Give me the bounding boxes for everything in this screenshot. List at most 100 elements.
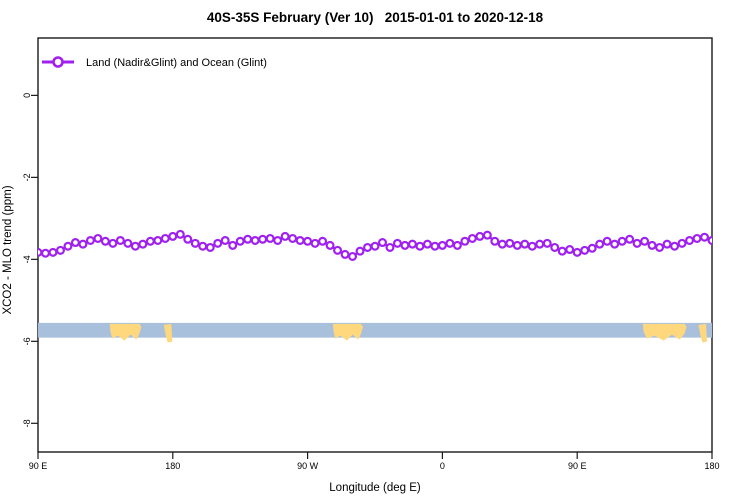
- data-point-marker: [48, 247, 58, 257]
- land-patch: [163, 323, 173, 343]
- data-point-marker: [273, 235, 283, 245]
- data-point-marker: [265, 233, 275, 243]
- data-point-marker: [677, 238, 687, 248]
- data-point-marker: [183, 234, 193, 244]
- data-point-marker: [145, 236, 155, 246]
- chart-title: 40S-35S February (Ver 10) 2015-01-01 to …: [206, 10, 544, 25]
- data-point-marker: [295, 235, 305, 245]
- data-point-marker: [640, 236, 650, 246]
- data-point-marker: [535, 239, 545, 249]
- data-point-marker: [355, 246, 365, 256]
- x-tick-label: 180: [704, 461, 719, 471]
- data-point-marker: [460, 236, 470, 246]
- data-point-marker: [542, 238, 552, 248]
- data-point-marker: [422, 239, 432, 249]
- data-point-marker: [168, 231, 178, 241]
- y-axis-ticks: 0 -2 -4 -6 -8: [22, 93, 38, 427]
- data-point-marker: [243, 234, 253, 244]
- data-point-marker: [160, 233, 170, 243]
- x-tick-label: 90 E: [29, 461, 48, 471]
- data-point-marker: [325, 240, 335, 250]
- data-point-marker: [595, 239, 605, 249]
- data-point-marker: [647, 240, 657, 250]
- data-point-marker: [70, 238, 80, 248]
- data-point-marker: [445, 238, 455, 248]
- data-point-marker: [377, 238, 387, 248]
- data-point-marker: [467, 233, 477, 243]
- data-point-marker: [707, 235, 712, 245]
- data-point-marker: [632, 238, 642, 248]
- data-point-marker: [85, 235, 95, 245]
- y-tick-label: 0: [22, 93, 32, 98]
- data-point-marker: [617, 236, 627, 246]
- data-point-marker: [610, 239, 620, 249]
- data-point-marker: [310, 238, 320, 248]
- data-point-marker: [385, 242, 395, 252]
- data-point-marker: [333, 245, 343, 255]
- data-point-marker: [527, 241, 537, 251]
- data-point-marker: [700, 232, 710, 242]
- y-tick-label: -6: [22, 337, 32, 345]
- x-tick-label: 0: [440, 461, 445, 471]
- legend: Land (Nadir&Glint) and Ocean (Glint): [42, 56, 267, 69]
- data-point-marker: [190, 238, 200, 248]
- land-patch: [332, 323, 364, 341]
- data-point-marker: [363, 242, 373, 252]
- data-point-marker: [685, 235, 695, 245]
- data-point-marker: [400, 240, 410, 250]
- land-patch: [642, 323, 687, 341]
- data-point-marker: [63, 241, 73, 251]
- data-point-marker: [138, 239, 148, 249]
- data-point-marker: [235, 236, 245, 246]
- data-point-marker: [213, 238, 223, 248]
- data-point-marker: [415, 241, 425, 251]
- legend-open-circle-icon: [52, 56, 64, 68]
- data-point-marker: [655, 242, 665, 252]
- data-point-marker: [205, 242, 215, 252]
- data-point-marker: [115, 235, 125, 245]
- data-point-marker: [520, 239, 530, 249]
- data-point-marker: [625, 234, 635, 244]
- data-point-marker: [93, 233, 103, 243]
- y-tick-label: -8: [22, 419, 32, 427]
- x-axis-title: Longitude (deg E): [329, 482, 421, 494]
- data-point-marker: [565, 245, 575, 255]
- data-point-marker: [100, 236, 110, 246]
- data-point-marker: [198, 241, 208, 251]
- x-tick-label: 90 E: [568, 461, 587, 471]
- data-point-marker: [40, 248, 50, 258]
- data-point-marker: [512, 240, 522, 250]
- data-point-marker: [452, 240, 462, 250]
- data-point-marker: [348, 251, 358, 261]
- x-tick-label: 90 W: [297, 461, 319, 471]
- data-point-marker: [303, 236, 313, 246]
- data-point-marker: [670, 241, 680, 251]
- x-tick-label: 180: [165, 461, 180, 471]
- x-axis-ticks: 90 E 180 90 W 0 90 E 180: [29, 452, 720, 471]
- data-point-marker: [175, 229, 185, 239]
- data-point-marker: [220, 235, 230, 245]
- data-point-marker: [662, 239, 672, 249]
- data-point-marker: [288, 233, 298, 243]
- data-point-marker: [130, 241, 140, 251]
- data-point-marker: [557, 246, 567, 256]
- data-point-marker: [505, 238, 515, 248]
- data-point-marker: [482, 230, 492, 240]
- data-point-marker: [407, 239, 417, 249]
- land-patch: [109, 323, 142, 341]
- data-point-marker: [392, 238, 402, 248]
- data-point-marker: [497, 239, 507, 249]
- plot-border: [37, 37, 713, 453]
- data-point-marker: [153, 235, 163, 245]
- data-point-marker: [430, 241, 440, 251]
- data-point-marker: [437, 240, 447, 250]
- data-point-marker: [318, 236, 328, 246]
- data-point-marker: [78, 239, 88, 249]
- data-point-marker: [250, 235, 260, 245]
- latitude-band-map: [38, 322, 712, 343]
- data-point-marker: [123, 238, 133, 248]
- data-point-marker: [587, 243, 597, 253]
- legend-label: Land (Nadir&Glint) and Ocean (Glint): [86, 57, 267, 69]
- data-point-marker: [475, 231, 485, 241]
